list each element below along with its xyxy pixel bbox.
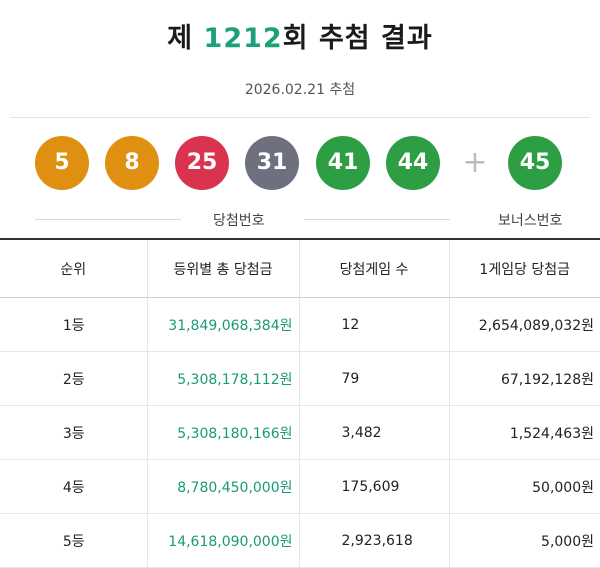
page-title: 제 1212회 추첨 결과 [0, 16, 600, 55]
prize-per-game-cell: 67,192,128원 [448, 351, 600, 406]
rank-cell: 3등 [0, 405, 147, 460]
winning-games-cell: 3,482 [298, 405, 449, 460]
winning-label-line-right [304, 219, 450, 220]
winning-ball-4: 31 [245, 136, 299, 190]
prize-per-game-cell: 1,524,463원 [448, 405, 600, 460]
col-header-rank: 순위 [0, 238, 147, 298]
col-header-total-prize: 등위별 총 당첨금 [146, 238, 299, 298]
winning-games-cell: 12 [298, 297, 449, 352]
winning-ball-2: 8 [105, 136, 159, 190]
total-prize-cell: 14,618,090,000원 [146, 513, 299, 568]
title-suffix: 회 추첨 결과 [282, 23, 433, 54]
winning-ball-6: 44 [386, 136, 440, 190]
table-row: 2등 5,308,178,112원 79 67,192,128원 [0, 351, 600, 406]
rank-cell: 2등 [0, 351, 147, 406]
prize-per-game-cell: 5,000원 [448, 513, 600, 568]
results-table: 순위 등위별 총 당첨금 당첨게임 수 1게임당 당첨금 1등 31,849,0… [0, 238, 600, 568]
bonus-number-label: 보너스번호 [498, 213, 563, 229]
winning-numbers-label: 당첨번호 [213, 213, 265, 229]
table-row: 5등 14,618,090,000원 2,923,618 5,000원 [0, 513, 600, 568]
divider [10, 117, 590, 118]
table-header-row: 순위 등위별 총 당첨금 당첨게임 수 1게임당 당첨금 [0, 238, 600, 298]
bonus-ball: 45 [508, 136, 562, 190]
draw-date: 2026.02.21 추첨 [244, 82, 356, 98]
rank-cell: 4등 [0, 459, 147, 514]
prize-per-game-cell: 50,000원 [448, 459, 600, 514]
table-row: 1등 31,849,068,384원 12 2,654,089,032원 [0, 297, 600, 352]
total-prize-cell: 5,308,178,112원 [146, 351, 299, 406]
winning-games-cell: 79 [298, 351, 449, 406]
col-header-winning-games: 당첨게임 수 [298, 238, 449, 298]
winning-games-cell: 175,609 [298, 459, 449, 514]
rank-cell: 5등 [0, 513, 147, 568]
title-prefix: 제 [167, 23, 194, 54]
prize-per-game-cell: 2,654,089,032원 [448, 297, 600, 352]
winning-label-line-left [35, 219, 181, 220]
col-header-prize-per-game: 1게임당 당첨금 [448, 238, 600, 298]
rank-cell: 1등 [0, 297, 147, 352]
table-row: 3등 5,308,180,166원 3,482 1,524,463원 [0, 405, 600, 460]
winning-games-cell: 2,923,618 [298, 513, 449, 568]
winning-ball-5: 41 [316, 136, 370, 190]
winning-ball-3: 25 [175, 136, 229, 190]
round-number: 1212 [203, 23, 283, 54]
total-prize-cell: 31,849,068,384원 [146, 297, 299, 352]
total-prize-cell: 8,780,450,000원 [146, 459, 299, 514]
total-prize-cell: 5,308,180,166원 [146, 405, 299, 460]
table-row: 4등 8,780,450,000원 175,609 50,000원 [0, 459, 600, 514]
winning-ball-1: 5 [35, 136, 89, 190]
plus-icon: + [462, 145, 488, 180]
